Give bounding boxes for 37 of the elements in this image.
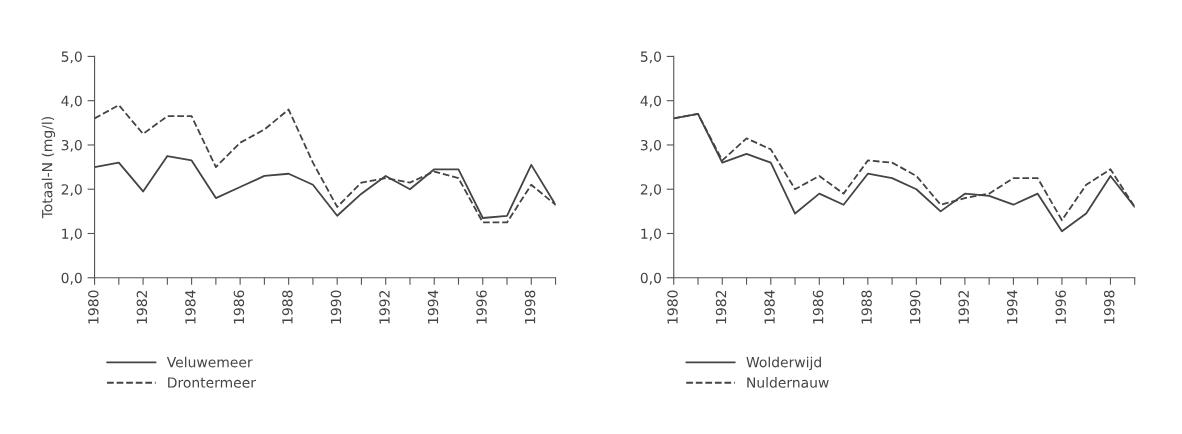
x-tick-label: 1988 <box>861 290 872 324</box>
x-tick-label: 1988 <box>282 290 293 324</box>
y-tick-label: 2,0 <box>61 184 82 197</box>
y-tick-label: 1,0 <box>62 228 82 241</box>
x-tick-label: 1990 <box>909 290 921 324</box>
y-tick-label: 0,0 <box>61 272 82 285</box>
y-tick-label: 2,0 <box>640 184 662 197</box>
legend-label: Wolderwijd <box>746 356 821 371</box>
y-tick-label: 3,0 <box>61 139 82 152</box>
x-tick-label: 1986 <box>233 290 245 324</box>
x-tick-label: 1984 <box>185 290 196 324</box>
x-tick-label: 1992 <box>379 290 390 324</box>
y-axis-title: Totaal-N (mg/l) <box>41 117 56 219</box>
x-tick-label: 1996 <box>476 290 487 324</box>
y-tick-label: 3,0 <box>640 139 662 152</box>
y-tick-label: 4,0 <box>640 95 662 108</box>
x-tick-label: 1994 <box>427 290 439 324</box>
legend-label: Nuldernauw <box>747 377 829 388</box>
x-tick-label: 1980 <box>667 290 678 324</box>
x-tick-label: 1996 <box>1055 290 1066 324</box>
legend-label: Veluwemeer <box>166 356 253 368</box>
x-tick-label: 1994 <box>1006 290 1018 324</box>
x-tick-label: 1984 <box>764 290 775 324</box>
x-tick-label: 1990 <box>330 290 342 324</box>
x-tick-label: 1992 <box>958 290 969 324</box>
x-tick-label: 1982 <box>715 290 727 324</box>
y-tick-label: 5,0 <box>61 51 82 64</box>
x-tick-label: 1982 <box>136 290 148 324</box>
x-tick-label: 1998 <box>1103 290 1115 324</box>
y-tick-label: 5,0 <box>640 51 662 64</box>
x-tick-label: 1980 <box>88 290 99 324</box>
x-tick-label: 1986 <box>812 290 824 324</box>
legend-label: Drontermeer <box>168 377 256 388</box>
x-tick-label: 1998 <box>524 290 536 324</box>
y-tick-label: 4,0 <box>61 95 82 108</box>
y-tick-label: 0,0 <box>640 272 662 285</box>
y-tick-label: 1,0 <box>641 228 662 241</box>
